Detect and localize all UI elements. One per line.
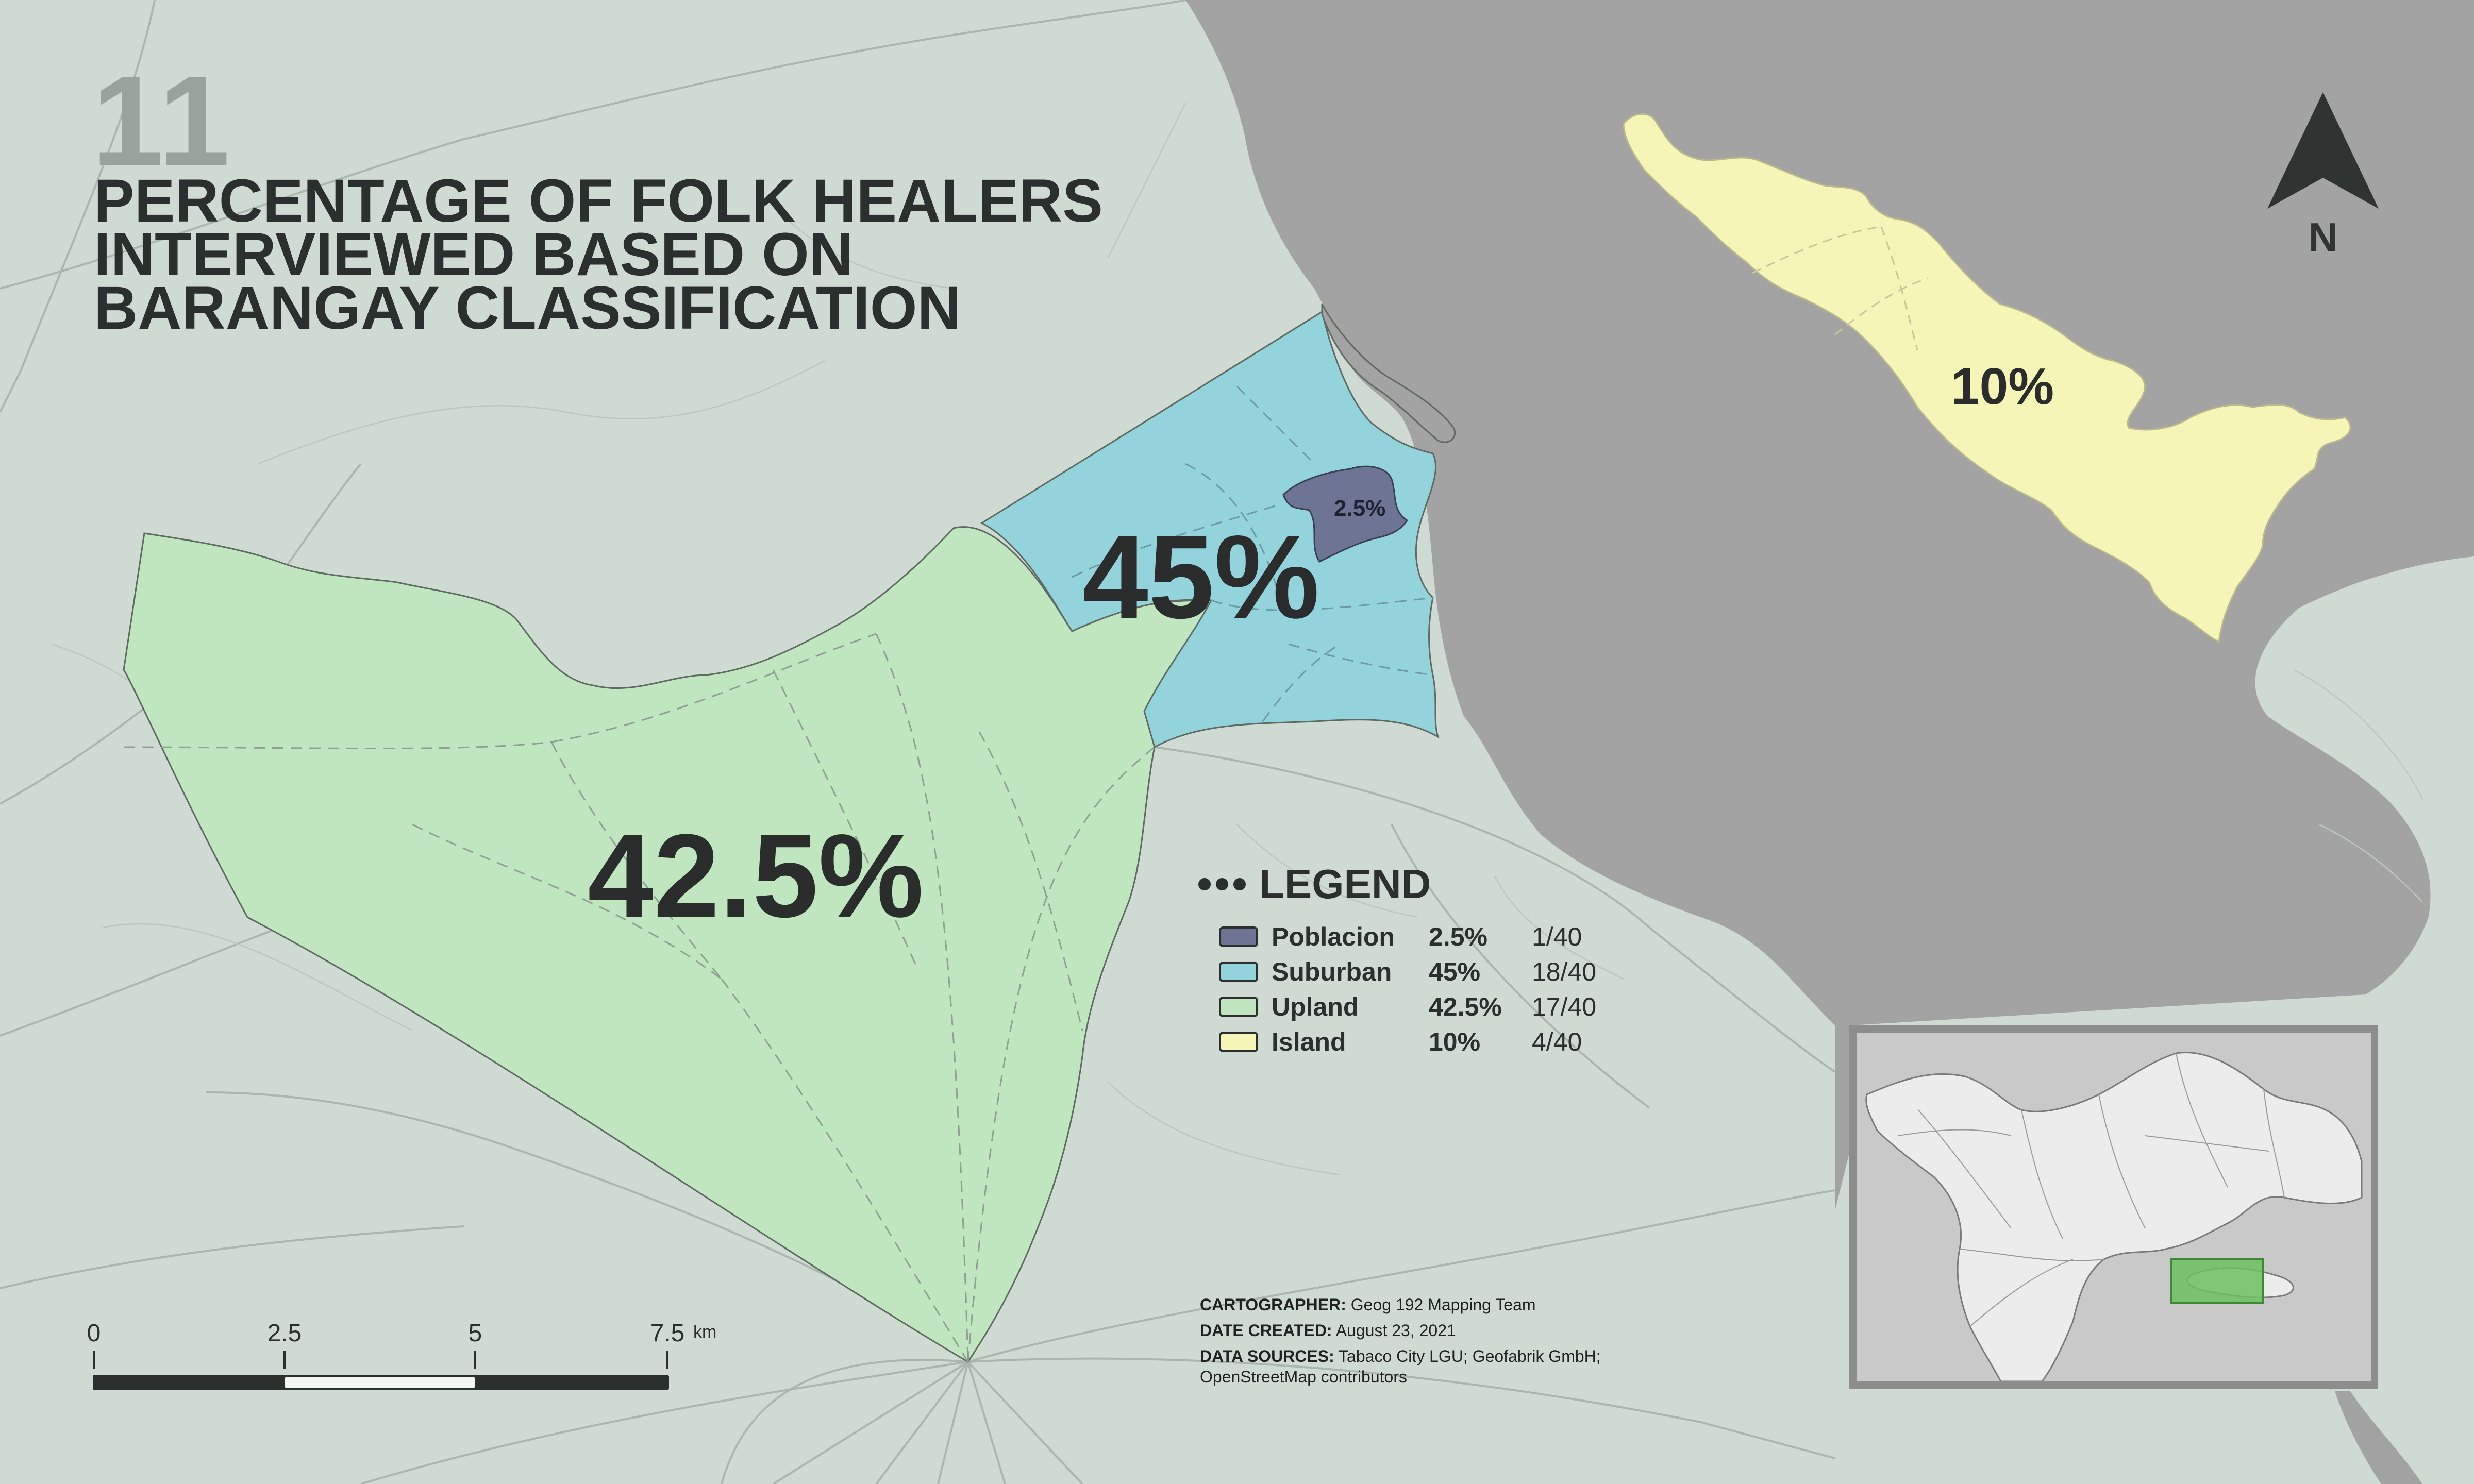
legend-item-percent: 42.5% [1429,992,1502,1021]
title-line: BARANGAY CLASSIFICATION [94,274,961,342]
credit-date: DATE CREATED: August 23, 2021 [1200,1320,1601,1341]
legend-item-count: 18/40 [1532,957,1597,986]
legend-item-count: 4/40 [1532,1027,1582,1056]
legend-swatch-upland [1219,997,1258,1017]
scale-label: 7.5 [650,1320,685,1347]
legend-dots-icon [1198,878,1246,890]
scale-unit: km [693,1322,717,1342]
legend-item-name: Island [1272,1027,1346,1056]
sea-area [1185,0,2474,1211]
legend-item-name: Poblacion [1272,922,1395,951]
legend: LEGEND Poblacion 2.5% 1/40 Suburban 45% … [1198,861,1614,1059]
scale-label: 2.5 [267,1320,302,1347]
scale-tick [666,1351,668,1369]
upland-percent-label: 42.5% [588,810,924,942]
scale-tick [283,1351,286,1369]
region-island [1623,113,2351,643]
scale-tick [93,1351,95,1369]
legend-swatch-poblacion [1219,926,1258,947]
credit-label: CARTOGRAPHER: [1200,1295,1346,1314]
north-label: N [2309,214,2337,255]
title-line: INTERVIEWED BASED ON [94,221,853,289]
scale-label: 0 [87,1320,101,1347]
suburban-internal-boundaries [1072,385,1433,722]
credit-cartographer: CARTOGRAPHER: Geog 192 Mapping Team [1200,1294,1601,1315]
legend-item-name: Suburban [1272,957,1392,986]
scale-bar-light [285,1377,475,1388]
credit-value: OpenStreetMap contributors [1200,1368,1407,1386]
river-estuary [1321,303,1456,443]
legend-item-count: 1/40 [1532,922,1582,951]
map-number: 11 [92,49,232,193]
map-credits: CARTOGRAPHER: Geog 192 Mapping Team DATE… [1200,1294,1601,1392]
north-arrow-icon: N [2267,92,2379,255]
legend-item-percent: 2.5% [1429,922,1487,951]
region-suburban [980,310,1440,749]
inset-landmass [1865,1052,2363,1381]
legend-item-suburban: Suburban 45% 18/40 [1219,954,1614,989]
scale-bar: 0 2.5 5 7.5 km [87,1319,716,1396]
legend-title: LEGEND [1259,861,1431,907]
island-internal-boundaries [1752,226,1928,351]
credit-value: August 23, 2021 [1335,1321,1456,1340]
legend-swatch-island [1219,1032,1258,1052]
credit-value: Geog 192 Mapping Team [1350,1295,1536,1314]
inset-study-area-highlight [2170,1258,2264,1304]
land-southeast [2255,556,2474,1484]
island-percent-label: 10% [1951,358,2054,415]
legend-items: Poblacion 2.5% 1/40 Suburban 45% 18/40 U… [1219,919,1614,1059]
credit-sources: DATA SOURCES: Tabaco City LGU; Geofabrik… [1200,1346,1601,1387]
legend-header: LEGEND [1198,861,1614,908]
region-poblacion [1282,465,1409,563]
title-line: PERCENTAGE OF FOLK HEALERS [94,167,1104,235]
legend-item-name: Upland [1272,992,1359,1021]
legend-item-count: 17/40 [1532,992,1597,1021]
credit-label: DATA SOURCES: [1200,1347,1334,1365]
legend-item-percent: 10% [1429,1027,1481,1056]
legend-item-poblacion: Poblacion 2.5% 1/40 [1219,919,1614,954]
credit-label: DATE CREATED: [1200,1321,1332,1340]
legend-item-island: Island 10% 4/40 [1219,1024,1614,1059]
sea-channel-south [2335,1391,2422,1484]
suburban-percent-label: 45% [1082,511,1320,643]
upland-internal-boundaries [123,633,1155,1362]
legend-item-percent: 45% [1429,957,1481,986]
scale-label: 5 [468,1320,482,1347]
poblacion-percent-label: 2.5% [1334,496,1386,521]
map-title: PERCENTAGE OF FOLK HEALERS INTERVIEWED B… [94,167,1104,342]
credit-value: Tabaco City LGU; Geofabrik GmbH; [1339,1347,1601,1365]
scale-tick [474,1351,476,1369]
legend-swatch-suburban [1219,962,1258,982]
locator-inset-map [1849,1025,2378,1389]
legend-item-upland: Upland 42.5% 17/40 [1219,989,1614,1024]
